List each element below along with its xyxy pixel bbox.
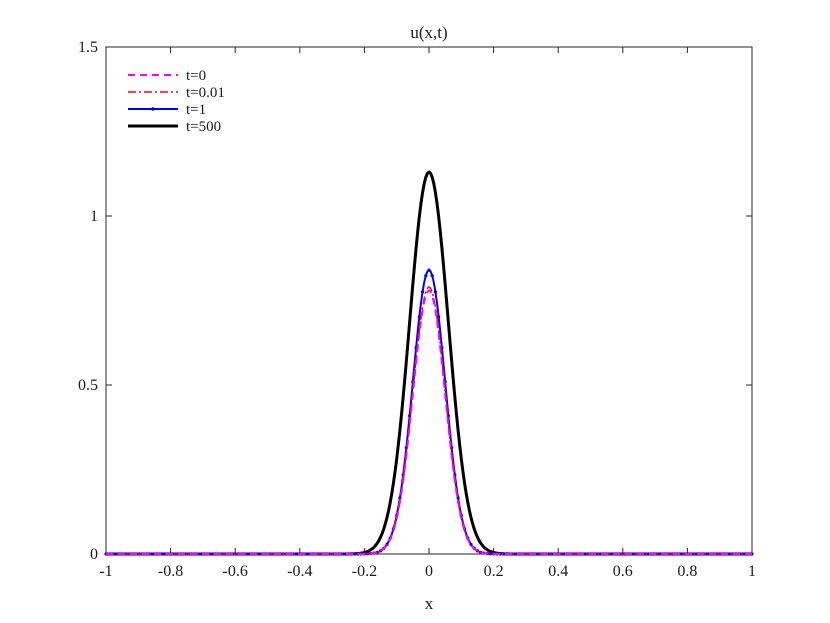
legend: t=0t=0.01t=1t=500 <box>128 68 225 135</box>
y-tick-label: 0.5 <box>78 377 98 394</box>
series-marker <box>469 542 473 546</box>
series-marker <box>417 315 421 319</box>
y-axis-ticks: 0 0.5 1 1.5 <box>78 39 752 563</box>
series-marker <box>643 552 648 556</box>
chart-title: u(x,t) <box>410 23 447 42</box>
x-tick-label: 0.6 <box>613 563 633 580</box>
x-axis-ticks: -1 -0.8 -0.6 -0.4 -0.2 0 0.2 0.4 0.6 0.8 1 <box>99 47 756 580</box>
x-tick-label: -0.6 <box>223 563 248 580</box>
x-tick-label: 0.2 <box>484 563 504 580</box>
plot-area <box>105 46 753 555</box>
y-tick-label: 0 <box>90 546 98 563</box>
series-marker <box>705 552 709 556</box>
x-tick-label: 0.4 <box>548 563 568 580</box>
series-marker <box>294 552 299 556</box>
y-tick-label: 1 <box>90 208 98 225</box>
legend-label: t=500 <box>186 119 221 135</box>
series-marker <box>433 290 438 294</box>
series-marker <box>420 290 425 294</box>
x-tick-label: -0.4 <box>287 563 312 580</box>
series-marker <box>149 552 153 556</box>
x-tick-label: -0.2 <box>352 563 377 580</box>
series-marker <box>550 552 554 556</box>
series-marker <box>162 552 166 556</box>
series-marker <box>210 552 215 556</box>
x-tick-label: 0.8 <box>677 563 697 580</box>
x-tick-label: -1 <box>99 563 112 580</box>
x-tick-label: -0.8 <box>158 563 183 580</box>
series-marker <box>246 552 250 556</box>
series-marker <box>343 552 347 556</box>
series-line-1 <box>106 286 752 555</box>
series-marker <box>198 552 202 556</box>
series-marker <box>595 552 599 556</box>
series-marker <box>430 274 434 278</box>
series-marker <box>679 552 683 556</box>
series-lines <box>104 170 754 556</box>
legend-label: t=0.01 <box>186 85 225 101</box>
x-tick-label: 1 <box>748 563 756 580</box>
series-marker <box>304 552 308 556</box>
y-tick-label: 1.5 <box>78 39 98 56</box>
legend-marker <box>151 107 155 111</box>
series-marker <box>488 552 492 556</box>
legend-label: t=1 <box>186 102 206 118</box>
series-line-0 <box>106 289 752 555</box>
series-marker <box>727 552 731 556</box>
x-axis-label: x <box>425 594 434 613</box>
x-tick-label: 0 <box>425 563 433 580</box>
series-marker <box>437 315 441 319</box>
series-marker <box>353 552 357 556</box>
legend-label: t=0 <box>186 68 206 84</box>
series-marker <box>427 268 431 272</box>
series-marker <box>424 274 428 278</box>
series-marker <box>114 552 118 556</box>
